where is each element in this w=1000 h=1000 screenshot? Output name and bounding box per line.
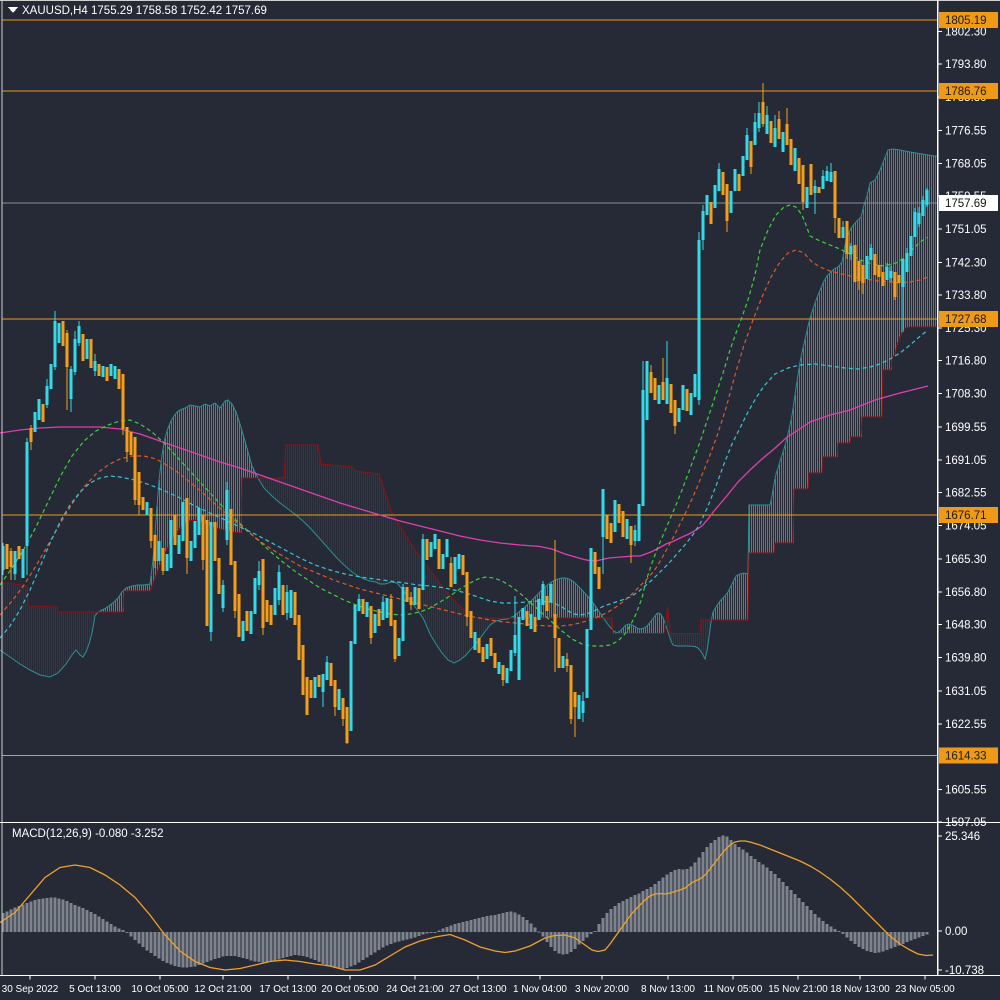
svg-text:18 Nov 13:00: 18 Nov 13:00	[830, 984, 890, 995]
svg-text:15 Nov 21:00: 15 Nov 21:00	[768, 984, 828, 995]
svg-text:8 Nov 13:00: 8 Nov 13:00	[641, 984, 695, 995]
svg-text:30 Sep 2022: 30 Sep 2022	[2, 984, 59, 995]
svg-text:1639.80: 1639.80	[945, 652, 987, 664]
svg-text:1716.80: 1716.80	[945, 356, 987, 368]
svg-text:1665.30: 1665.30	[945, 554, 987, 566]
svg-text:25.346: 25.346	[945, 831, 980, 843]
svg-text:1699.55: 1699.55	[945, 422, 987, 434]
svg-text:23 Nov 05:00: 23 Nov 05:00	[895, 984, 955, 995]
svg-text:1742.30: 1742.30	[945, 258, 987, 270]
svg-text:1656.80: 1656.80	[945, 587, 987, 599]
svg-text:11 Nov 05:00: 11 Nov 05:00	[704, 984, 763, 995]
svg-text:0.00: 0.00	[945, 926, 967, 938]
svg-text:1751.05: 1751.05	[945, 224, 987, 236]
svg-text:5 Oct 13:00: 5 Oct 13:00	[69, 984, 121, 995]
svg-text:1768.05: 1768.05	[945, 158, 987, 170]
svg-text:1622.55: 1622.55	[945, 719, 987, 731]
svg-text:1 Nov 04:00: 1 Nov 04:00	[513, 984, 567, 995]
svg-text:1793.80: 1793.80	[945, 59, 987, 71]
svg-text:1682.55: 1682.55	[945, 488, 987, 500]
svg-text:10 Oct 05:00: 10 Oct 05:00	[131, 984, 189, 995]
svg-text:24 Oct 21:00: 24 Oct 21:00	[386, 984, 444, 995]
svg-text:1648.30: 1648.30	[945, 620, 987, 632]
svg-text:20 Oct 05:00: 20 Oct 05:00	[321, 984, 379, 995]
svg-text:1786.76: 1786.76	[945, 86, 987, 98]
svg-text:1733.80: 1733.80	[945, 290, 987, 302]
svg-text:1631.05: 1631.05	[945, 686, 987, 698]
svg-text:1605.55: 1605.55	[945, 784, 987, 796]
svg-text:1727.68: 1727.68	[945, 314, 987, 326]
svg-text:1805.19: 1805.19	[945, 15, 987, 27]
svg-text:1776.55: 1776.55	[945, 126, 987, 138]
svg-text:1614.33: 1614.33	[945, 750, 987, 762]
svg-text:1691.05: 1691.05	[945, 455, 987, 467]
svg-text:27 Oct 13:00: 27 Oct 13:00	[449, 984, 507, 995]
svg-text:1802.30: 1802.30	[945, 26, 987, 38]
svg-text:1676.71: 1676.71	[945, 510, 987, 522]
svg-text:17 Oct 13:00: 17 Oct 13:00	[259, 984, 317, 995]
svg-text:1597.05: 1597.05	[945, 817, 987, 829]
svg-text:1674.05: 1674.05	[945, 520, 987, 532]
svg-text:12 Oct 21:00: 12 Oct 21:00	[194, 984, 252, 995]
svg-text:-10.738: -10.738	[945, 965, 984, 977]
svg-text:MACD(12,26,9) -0.080 -3.252: MACD(12,26,9) -0.080 -3.252	[12, 828, 164, 840]
svg-text:1708.30: 1708.30	[945, 389, 987, 401]
svg-text:XAUUSD,H4 1755.29 1758.58 175: XAUUSD,H4 1755.29 1758.58 1752.42 1757.6…	[22, 5, 267, 17]
svg-text:1757.69: 1757.69	[945, 198, 987, 210]
svg-text:3 Nov 20:00: 3 Nov 20:00	[575, 984, 629, 995]
